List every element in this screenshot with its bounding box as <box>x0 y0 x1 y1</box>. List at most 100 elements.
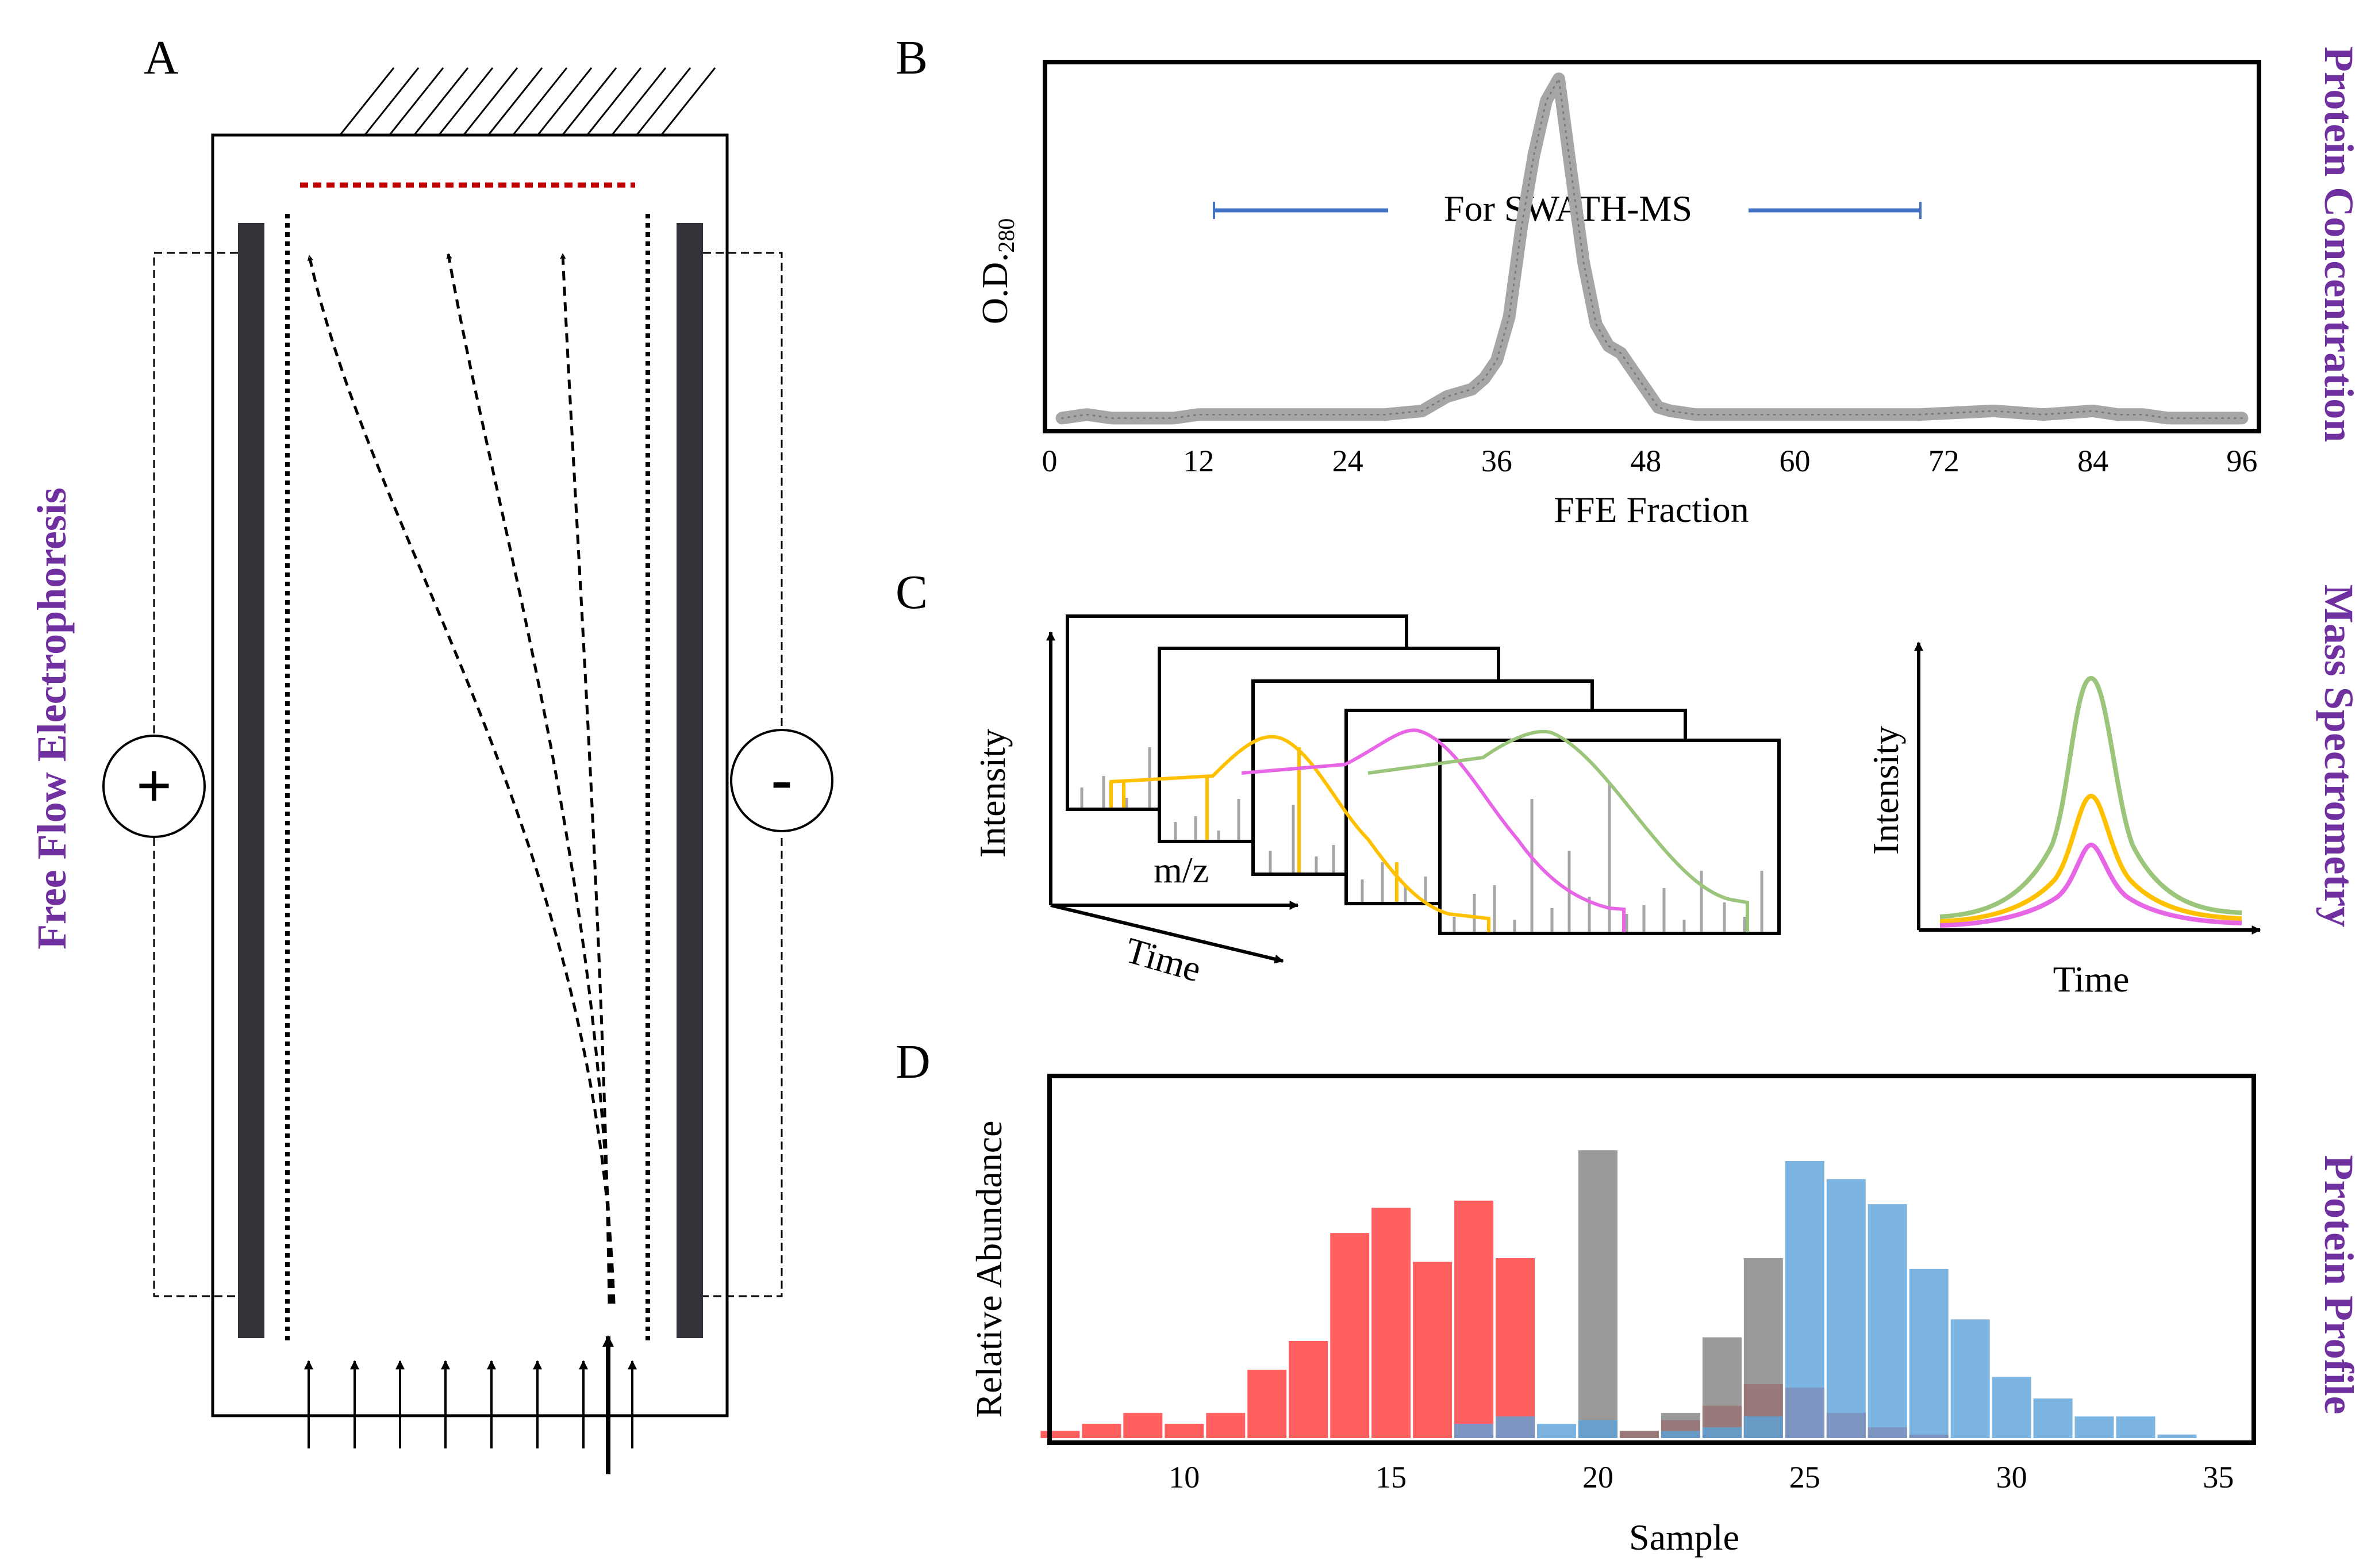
panel-a-letter: A <box>144 31 179 84</box>
bar-blue <box>1454 1424 1494 1438</box>
bar-blue <box>2116 1416 2155 1438</box>
spectrum-frame-5-peaks <box>1453 782 1763 932</box>
bar-red <box>1289 1341 1328 1438</box>
bar-blue <box>2157 1434 2197 1438</box>
xic-green-trace <box>1367 729 1749 932</box>
bar-blue <box>1992 1377 2031 1438</box>
bar-red <box>1040 1431 1080 1438</box>
panel-b-xtick-label: 60 <box>1779 444 1810 478</box>
bar-blue <box>2033 1398 2073 1438</box>
bar-gray <box>1702 1337 1742 1438</box>
anode-terminal <box>102 735 206 838</box>
anode-circuit <box>153 252 238 1297</box>
cathode-terminal <box>730 729 833 832</box>
xic-ylabel: Intensity <box>1865 726 1906 855</box>
panel-b-side-title: Protein Concentration <box>2316 47 2362 443</box>
bar-red <box>1413 1262 1453 1438</box>
panel-c: C Mass Spectrometry Intensity m/z Time <box>896 566 2362 1000</box>
panel-b-xtick-label: 24 <box>1332 444 1363 478</box>
xic-orange-peak <box>1939 793 2242 924</box>
bar-red <box>1371 1208 1411 1438</box>
bar-blue <box>1826 1179 1866 1438</box>
panel-d-xtick-label: 15 <box>1375 1460 1407 1494</box>
panel-d-tick-labels: 10 15 20 25 30 35 <box>1169 1460 2234 1494</box>
bar-blue <box>1909 1269 1949 1438</box>
anode-sign: + <box>136 751 172 821</box>
ffe-chamber <box>211 133 729 1417</box>
bar-blue <box>1868 1204 1907 1438</box>
spectrum-frame-1-peaks <box>1080 747 1151 808</box>
bar-red <box>1123 1413 1163 1438</box>
panel-b-ylabel: O.D.280 <box>974 218 1019 324</box>
panel-b-xtick-label: 48 <box>1630 444 1661 478</box>
panel-d-side-title: Protein Profile <box>2316 1155 2362 1414</box>
spectra-ylabel: Intensity <box>972 729 1013 858</box>
bar-red <box>1082 1424 1121 1438</box>
od280-trace <box>1055 72 2249 425</box>
panel-d-xtick-label: 30 <box>1996 1460 2027 1494</box>
bar-red <box>1165 1424 1204 1438</box>
bar-gray <box>1578 1150 1617 1438</box>
spectrum-frame-2-peaks <box>1174 799 1240 840</box>
panel-c-side-title: Mass Spectrometry <box>2316 585 2362 928</box>
bar-blue <box>1537 1424 1576 1438</box>
panel-b-xtick-label: 0 <box>1042 444 1058 478</box>
anode-electrode <box>238 223 264 1338</box>
bar-gray <box>1619 1431 1659 1438</box>
panel-d: D Protein Profile Relative Abundance Sam… <box>896 1035 2362 1558</box>
bar-red <box>1454 1200 1494 1438</box>
spectrum-frame-4-peaks <box>1361 862 1427 902</box>
spectra-xlabel: m/z <box>1154 850 1209 890</box>
panel-d-xtick-label: 20 <box>1582 1460 1613 1494</box>
panel-a-side-title: Free Flow Electrophoresis <box>29 487 75 950</box>
panel-b-tick-labels: 0 12 24 36 48 60 72 84 96 <box>1042 444 2258 478</box>
bar-red <box>1496 1258 1535 1438</box>
panel-b: B Protein Concentration O.D.280 FFE Frac… <box>896 31 2362 530</box>
xic-green-peak <box>1939 675 2242 919</box>
panel-a: A Free Flow Electrophoresis <box>29 31 833 1474</box>
panel-b-xtick-label: 72 <box>1928 444 1959 478</box>
xic-magenta-peak <box>1939 842 2242 928</box>
xic-axes <box>1914 641 2261 935</box>
bar-blue <box>1743 1416 1783 1438</box>
panel-d-xtick-label: 25 <box>1789 1460 1820 1494</box>
bar-red <box>1247 1370 1287 1438</box>
xic-xlabel: Time <box>2053 959 2130 1000</box>
panel-b-frame <box>1043 60 2261 433</box>
panel-d-xlabel: Sample <box>1629 1517 1739 1558</box>
panel-d-letter: D <box>896 1035 931 1089</box>
bar-blue <box>1950 1319 1990 1438</box>
spectrum-frame-3-peaks <box>1269 805 1335 873</box>
panel-d-bars <box>1040 1150 2197 1438</box>
panel-b-xlabel: FFE Fraction <box>1554 489 1749 530</box>
panel-b-xtick-label: 36 <box>1481 444 1512 478</box>
cathode-sign: - <box>771 744 793 814</box>
panel-d-frame <box>1047 1074 2256 1445</box>
panel-b-xtick-label: 12 <box>1183 444 1214 478</box>
bar-blue <box>1661 1431 1700 1438</box>
bar-blue <box>1578 1420 1617 1438</box>
bar-blue <box>2074 1416 2114 1438</box>
xic-orange-trace <box>1109 735 1490 932</box>
bar-red <box>1330 1233 1370 1438</box>
bar-blue <box>1785 1161 1824 1438</box>
buffer-inflow-arrows <box>304 1360 637 1448</box>
bar-gray <box>1743 1258 1783 1438</box>
spectra-axes <box>1046 631 1299 964</box>
cathode-circuit <box>703 252 783 1297</box>
bar-red <box>1206 1413 1246 1438</box>
cathode-electrode <box>677 223 703 1338</box>
panel-c-letter: C <box>896 566 928 619</box>
panel-b-xtick-label: 84 <box>2077 444 2108 478</box>
bar-blue <box>1496 1416 1535 1438</box>
panel-b-xtick-label: 96 <box>2226 444 2257 478</box>
panel-d-ylabel: Relative Abundance <box>969 1120 1009 1417</box>
od280-fraction-points <box>1061 76 2243 419</box>
bar-blue <box>1702 1427 1742 1438</box>
panel-d-xtick-label: 35 <box>2203 1460 2234 1494</box>
separation-paths <box>309 254 616 1304</box>
panel-b-letter: B <box>896 31 928 84</box>
panel-d-xtick-label: 10 <box>1169 1460 1200 1494</box>
xic-magenta-trace <box>1241 728 1626 932</box>
